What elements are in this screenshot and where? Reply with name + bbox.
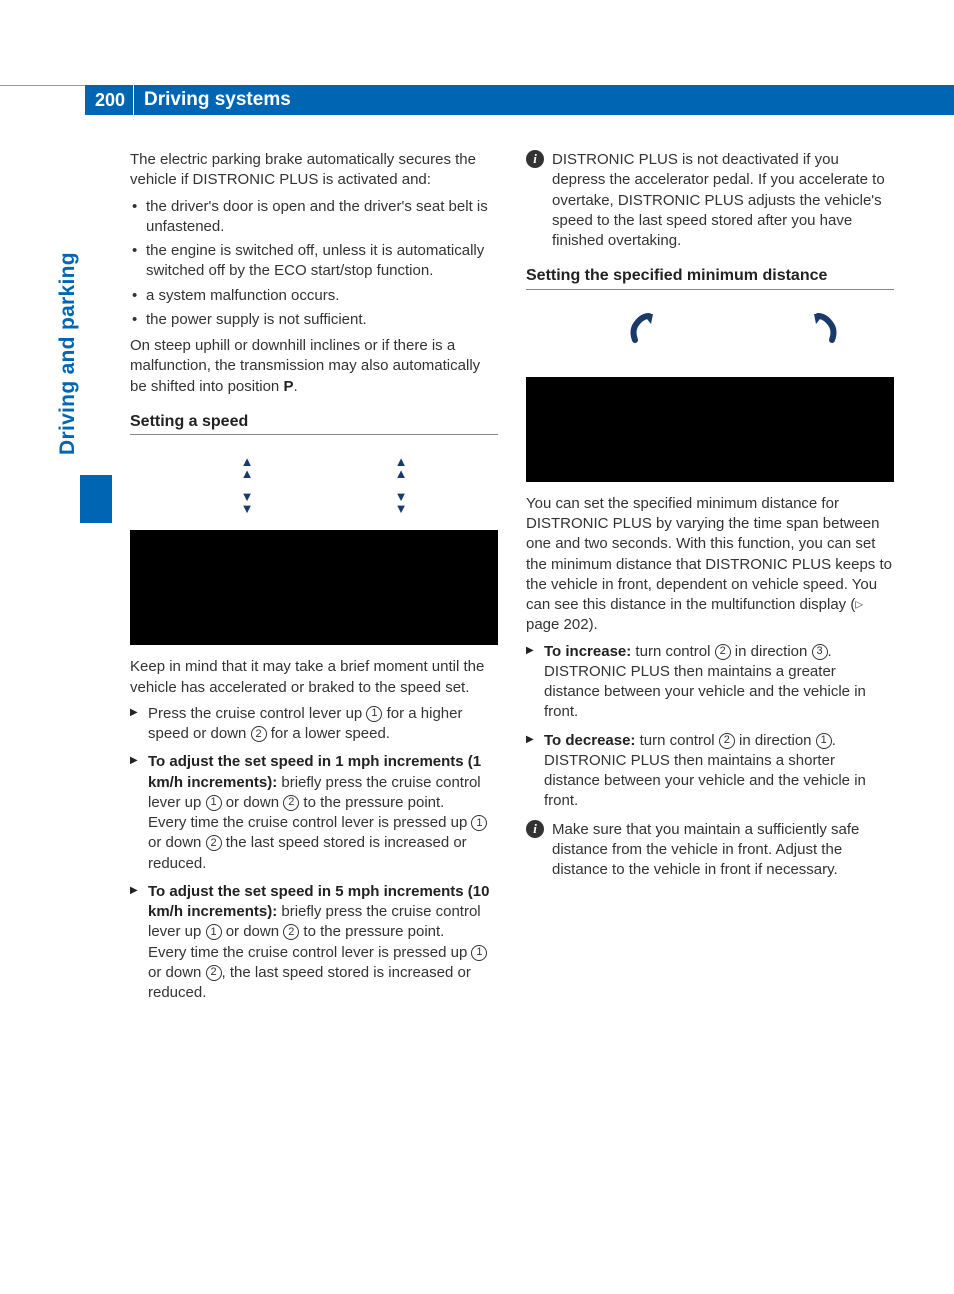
info-note: i Make sure that you maintain a sufficie… — [526, 820, 894, 881]
arrow-down-icon: ▼ — [241, 504, 254, 514]
ref-1-icon: 1 — [206, 924, 222, 940]
side-tab-marker — [80, 475, 112, 523]
arrow-group-up: ▲ ▲ ▼ ▼ — [241, 457, 254, 514]
step-item: To decrease: turn control 2 in direction… — [526, 731, 894, 812]
info-icon: i — [526, 150, 544, 168]
ref-1-icon: 1 — [366, 706, 382, 722]
ref-1-icon: 1 — [471, 815, 487, 831]
section-heading-distance: Setting the specified minimum distance — [526, 265, 894, 290]
incline-note: On steep uphill or downhill inclines or … — [130, 336, 498, 397]
list-item: the power supply is not sufficient. — [130, 310, 498, 330]
arrow-down-icon: ▼ — [395, 504, 408, 514]
info-icon: i — [526, 820, 544, 838]
arrow-up-icon: ▲ — [395, 469, 408, 479]
page-header: 200 Driving systems — [85, 85, 954, 115]
keep-in-mind: Keep in mind that it may take a brief mo… — [130, 657, 498, 698]
figure-photo-placeholder — [130, 530, 498, 645]
list-item: the engine is switched off, unless it is… — [130, 241, 498, 282]
ref-2-icon: 2 — [283, 924, 299, 940]
condition-list: the driver's door is open and the driver… — [130, 197, 498, 331]
figure-control-photo — [526, 377, 894, 482]
distance-steps: To increase: turn control 2 in direction… — [526, 642, 894, 812]
step-item: To adjust the set speed in 5 mph increme… — [130, 882, 498, 1004]
top-rule — [0, 85, 85, 86]
lever-arrows: ▲ ▲ ▼ ▼ ▲ ▲ ▼ ▼ — [130, 445, 498, 525]
right-column: i DISTRONIC PLUS is not deactivated if y… — [526, 150, 894, 1274]
ref-2-icon: 2 — [283, 795, 299, 811]
manual-page: 200 Driving systems Driving and parking … — [0, 0, 954, 1294]
side-tab-label: Driving and parking — [56, 252, 80, 455]
curved-arrow-left-icon — [621, 308, 661, 348]
distance-description: You can set the specified minimum distan… — [526, 494, 894, 636]
ref-2-icon: 2 — [715, 644, 731, 660]
curved-arrow-right-icon — [806, 308, 846, 348]
left-column: The electric parking brake automatically… — [130, 150, 498, 1274]
list-item: a system malfunction occurs. — [130, 286, 498, 306]
info-note: i DISTRONIC PLUS is not deactivated if y… — [526, 150, 894, 251]
step-list: Press the cruise control lever up 1 for … — [130, 704, 498, 1004]
info-text: Make sure that you maintain a sufficient… — [552, 820, 894, 881]
intro-text: The electric parking brake automatically… — [130, 150, 498, 191]
ref-1-icon: 1 — [206, 795, 222, 811]
ref-2-icon: 2 — [719, 733, 735, 749]
step-item: To adjust the set speed in 1 mph increme… — [130, 752, 498, 874]
list-item: the driver's door is open and the driver… — [130, 197, 498, 238]
section-heading-speed: Setting a speed — [130, 411, 498, 436]
ref-2-icon: 2 — [206, 835, 222, 851]
content-area: The electric parking brake automatically… — [130, 150, 894, 1274]
figure-cruise-lever: ▲ ▲ ▼ ▼ ▲ ▲ ▼ ▼ — [130, 445, 498, 645]
ref-1-icon: 1 — [471, 945, 487, 961]
header-title: Driving systems — [134, 89, 291, 111]
ref-2-icon: 2 — [251, 726, 267, 742]
ref-2-icon: 2 — [206, 965, 222, 981]
triangle-ref-icon: ▷ — [855, 599, 863, 610]
arrow-group-up: ▲ ▲ ▼ ▼ — [395, 457, 408, 514]
step-item: Press the cruise control lever up 1 for … — [130, 704, 498, 745]
step-item: To increase: turn control 2 in direction… — [526, 642, 894, 723]
arrow-up-icon: ▲ — [241, 469, 254, 479]
page-number: 200 — [85, 90, 133, 111]
ref-3-icon: 3 — [812, 644, 828, 660]
figure-turn-arrows — [526, 300, 894, 365]
ref-1-icon: 1 — [816, 733, 832, 749]
info-text: DISTRONIC PLUS is not deactivated if you… — [552, 150, 894, 251]
